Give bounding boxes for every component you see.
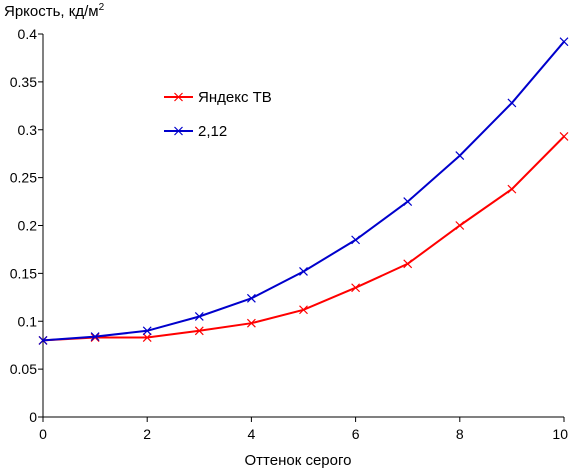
y-tick-label: 0.2 — [18, 218, 38, 234]
data-point-marker — [559, 37, 569, 47]
legend-entry: 2,12 — [164, 123, 227, 140]
legend-marker — [174, 126, 183, 136]
y-tick-label: 0.25 — [10, 170, 37, 186]
data-point-marker — [507, 184, 517, 194]
data-point-marker — [351, 235, 361, 245]
data-point-marker — [507, 98, 517, 108]
data-point-marker — [246, 293, 256, 303]
x-tick-label: 2 — [143, 426, 151, 442]
legend-label: Яндекс ТВ — [198, 89, 272, 106]
axes — [42, 34, 564, 418]
legend-entry: Яндекс ТВ — [164, 89, 272, 106]
data-point-marker — [403, 197, 413, 206]
data-point-marker — [299, 267, 308, 276]
data-point-marker — [194, 326, 204, 336]
data-point-marker — [403, 259, 413, 269]
y-axis-title: Яркость, кд/м2 — [4, 2, 105, 20]
data-point-marker — [90, 332, 100, 341]
data-point-marker — [142, 326, 152, 336]
x-tick-label: 4 — [248, 426, 256, 442]
y-ticks: 0 0.05 0.1 0.15 0.2 0.25 0.3 0.35 0.4 — [10, 26, 43, 425]
y-tick-label: 0.3 — [18, 122, 38, 138]
series-1 — [38, 37, 569, 345]
x-axis-title: Оттенок серого — [245, 452, 352, 468]
data-point-marker — [246, 318, 256, 328]
data-point-marker — [455, 221, 465, 230]
y-axis-title-main: Яркость, кд/м — [4, 3, 99, 20]
x-ticks: 0 2 4 6 8 10 — [39, 417, 568, 442]
data-point-marker — [38, 335, 48, 345]
y-tick-label: 0.1 — [18, 313, 38, 329]
x-tick-label: 6 — [352, 426, 360, 442]
data-point-marker — [194, 312, 204, 321]
y-tick-label: 0.35 — [10, 74, 37, 90]
data-point-marker — [455, 151, 465, 161]
y-tick-label: 0.05 — [10, 361, 37, 377]
x-tick-label: 10 — [552, 426, 568, 442]
y-tick-label: 0.15 — [10, 265, 37, 281]
x-tick-label: 8 — [456, 426, 464, 442]
data-point-marker — [351, 283, 361, 293]
y-tick-label: 0.4 — [18, 26, 38, 42]
data-point-marker — [559, 132, 569, 141]
series-0 — [38, 132, 569, 345]
y-axis-title-superscript: 2 — [99, 2, 105, 13]
x-tick-label: 0 — [39, 426, 47, 442]
series-layer — [38, 37, 569, 345]
legend-marker — [174, 92, 183, 102]
data-point-marker — [142, 333, 152, 342]
legend: Яндекс ТВ 2,12 — [164, 89, 272, 140]
legend-label: 2,12 — [198, 123, 227, 140]
series-line — [42, 41, 565, 342]
y-tick-label: 0 — [29, 409, 37, 425]
data-point-marker — [299, 305, 308, 315]
